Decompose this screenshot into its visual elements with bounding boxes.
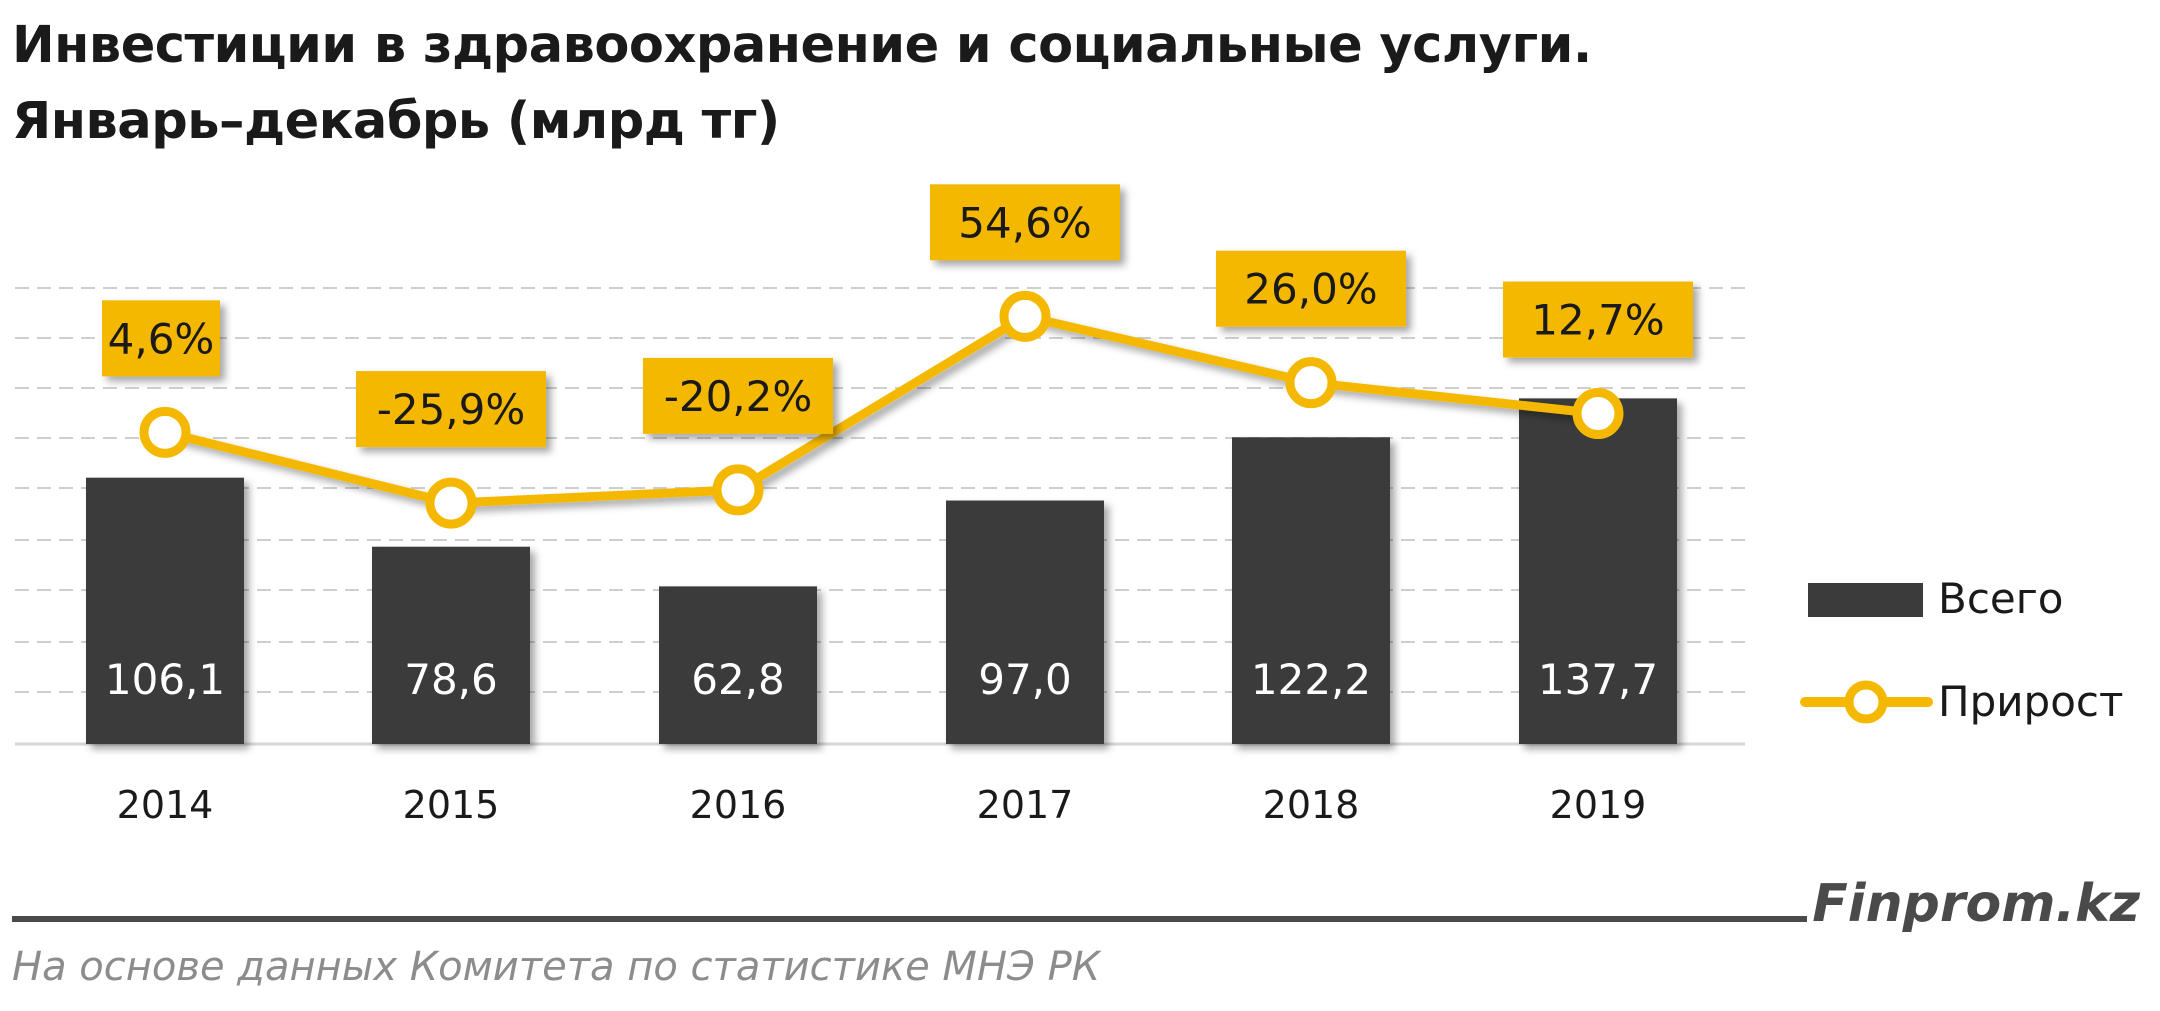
growth-point xyxy=(139,406,191,458)
growth-point xyxy=(712,464,764,516)
brand-logo: Finprom.kz xyxy=(1812,874,2140,934)
growth-line xyxy=(163,311,1599,508)
bars xyxy=(86,398,1677,744)
legend-swatch-marker xyxy=(1844,680,1888,724)
growth-label: 4,6% xyxy=(102,300,220,377)
chart-title: Инвестиции в здравоохранение и социальны… xyxy=(12,8,1592,160)
growth-point xyxy=(1572,388,1624,440)
bar-2015 xyxy=(372,546,530,744)
bar-2019 xyxy=(1519,398,1677,744)
growth-value-label: 54,6% xyxy=(958,198,1091,247)
growth-point xyxy=(425,477,477,529)
legend: Всего Прирост xyxy=(1800,574,2123,726)
growth-value-label: -25,9% xyxy=(377,385,526,434)
growth-labels: 4,6% -25,9% -20,2% 54,6% 26,0% 12,7% xyxy=(102,184,1693,448)
growth-label: 26,0% xyxy=(1216,250,1406,327)
bar-value-label: 78,6 xyxy=(404,655,498,704)
growth-label-box xyxy=(356,371,546,448)
gridlines xyxy=(15,287,1745,693)
legend-label-growth: Прирост xyxy=(1938,677,2123,726)
bar-2016 xyxy=(659,586,817,744)
growth-value-label: -20,2% xyxy=(664,372,813,421)
chart-title-line-1: Инвестиции в здравоохранение и социальны… xyxy=(12,16,1592,75)
bar-2017 xyxy=(946,500,1104,744)
growth-label: 12,7% xyxy=(1503,281,1693,358)
x-tick-label: 2015 xyxy=(403,783,500,827)
x-tick-label: 2016 xyxy=(690,783,787,827)
growth-label: 54,6% xyxy=(930,184,1120,261)
chart-title-line-2: Январь–декабрь (млрд тг) xyxy=(12,92,780,151)
bar-value-label: 106,1 xyxy=(105,655,225,704)
growth-value-label: 12,7% xyxy=(1531,296,1664,345)
bar-value-label: 62,8 xyxy=(691,655,785,704)
legend-swatch-bar xyxy=(1808,583,1923,617)
x-tick-label: 2019 xyxy=(1550,783,1647,827)
x-tick-label: 2018 xyxy=(1263,783,1360,827)
growth-label: -20,2% xyxy=(643,357,833,434)
x-tick-labels: 2014 2015 2016 2017 2018 2019 xyxy=(117,783,1647,827)
growth-value-label: 26,0% xyxy=(1244,265,1377,314)
bar-2014 xyxy=(86,477,244,744)
growth-label-box xyxy=(643,357,833,434)
bar-value-label: 97,0 xyxy=(978,655,1072,704)
bar-value-label: 137,7 xyxy=(1538,655,1658,704)
growth-point xyxy=(1285,357,1337,409)
growth-point xyxy=(999,290,1051,342)
x-tick-label: 2017 xyxy=(977,783,1074,827)
bar-value-label: 122,2 xyxy=(1251,655,1371,704)
source-note: На основе данных Комитета по статистике … xyxy=(12,944,1101,990)
growth-label: -25,9% xyxy=(356,371,546,448)
x-tick-label: 2014 xyxy=(117,783,214,827)
growth-line-layer xyxy=(139,290,1624,529)
bar-2018 xyxy=(1232,437,1390,744)
bar-labels: 106,1 78,6 62,8 97,0 122,2 137,7 xyxy=(105,655,1658,704)
growth-label-box xyxy=(1216,250,1406,327)
growth-value-label: 4,6% xyxy=(108,314,215,363)
growth-label-box xyxy=(1503,281,1693,358)
growth-label-box xyxy=(930,184,1120,261)
footer-rule xyxy=(12,916,1807,922)
growth-label-box xyxy=(102,300,220,377)
legend-label-total: Всего xyxy=(1938,574,2064,623)
